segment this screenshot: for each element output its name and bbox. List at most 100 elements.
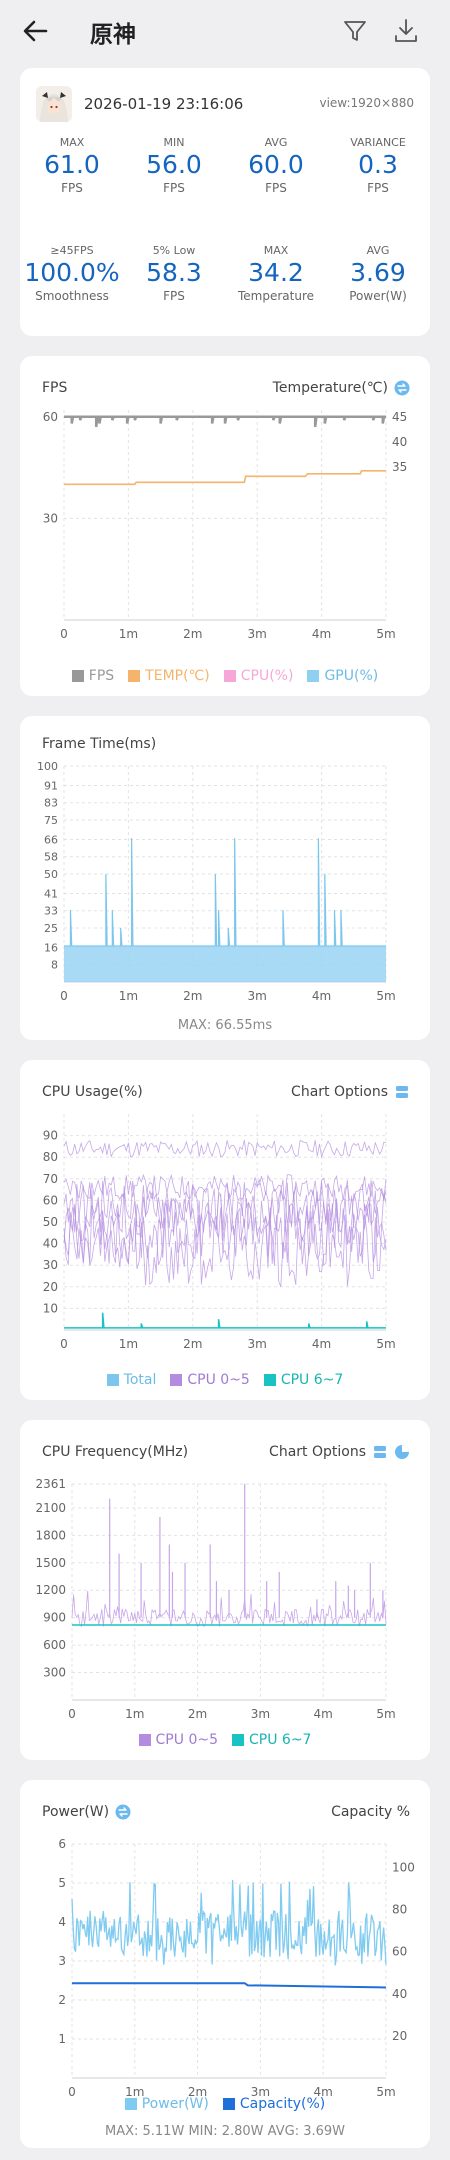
y-tick-label: 10: [43, 1301, 58, 1315]
x-tick-label: 1m: [125, 2085, 144, 2099]
filter-icon[interactable]: [342, 18, 368, 44]
y-right-tick-label: 40: [392, 1987, 407, 2001]
x-tick-label: 3m: [251, 2085, 270, 2099]
x-tick-label: 1m: [119, 1337, 138, 1351]
x-tick-label: 1m: [125, 1707, 144, 1721]
cpu-0-5-peaks: [109, 1484, 384, 1618]
fps-chart: 0 1m 2m 3m 4m 5m 60 30 45 40 35: [43, 410, 408, 641]
legend-item-fps[interactable]: FPS: [71, 668, 114, 684]
stat-label: MAX: [263, 244, 289, 257]
stat-max-temperature: MAX 34.2 Temperature: [226, 244, 326, 303]
x-tick-label: 3m: [251, 1707, 270, 1721]
power-chart: 0 1m 2m 3m 4m 5m 6 5 4 3 2 1 100 80 60 40 20: [58, 1837, 415, 2099]
legend-item-temp[interactable]: TEMP(℃): [128, 668, 210, 684]
y-tick-label: 100: [37, 760, 58, 773]
legend-item-gpu[interactable]: GPU(%): [307, 668, 378, 684]
cpu-frequency-chart-card: CPU Frequency(MHz) Chart Options 0 1m 2m 3m…: [20, 1420, 430, 1760]
layers-icon[interactable]: [394, 1084, 410, 1100]
legend-swatch: [263, 1374, 276, 1386]
y-tick-label: 83: [44, 797, 58, 810]
x-tick-label: 0: [68, 1707, 76, 1721]
stat-5pct-low: 5% Low 58.3 FPS: [124, 244, 224, 303]
legend-swatch: [71, 670, 84, 682]
legend-label: TEMP(℃): [145, 668, 210, 684]
x-tick-label: 1m: [119, 989, 138, 1003]
temperature-axis-title[interactable]: Temperature(℃): [273, 380, 410, 396]
power-chart-header[interactable]: Power(W): [42, 1804, 131, 1820]
x-tick-label: 4m: [312, 989, 331, 1003]
stat-unit: FPS: [163, 289, 185, 303]
x-tick-label: 5m: [376, 989, 395, 1003]
legend-item-power[interactable]: Power(W): [124, 2096, 209, 2112]
x-tick-label: 3m: [248, 627, 267, 641]
cpu-frequency-chart-title: CPU Frequency(MHz): [42, 1444, 189, 1460]
y-tick-label: 3: [58, 1954, 66, 1968]
y-tick-label: 2: [58, 1993, 66, 2007]
y-right-tick-label: 20: [392, 2029, 407, 2043]
pie-chart-icon[interactable]: [394, 1444, 410, 1460]
y-right-tick-label: 80: [392, 1903, 407, 1917]
fps-chart-legend: FPS TEMP(℃) CPU(%) GPU(%): [20, 668, 430, 684]
page-title: 原神: [90, 22, 136, 48]
cpu-frequency-chart: 0 1m 2m 3m 4m 5m 2361 2100 1800 1500 1200 900 600 300: [35, 1477, 395, 1721]
stat-value: 0.3: [358, 150, 398, 179]
session-stats-card: 2026-01-19 23:16:06 view:1920×880 MAX 61…: [20, 68, 430, 336]
y-tick-label: 50: [44, 868, 58, 881]
stat-label: 5% Low: [152, 244, 196, 257]
temperature-series-line: [64, 469, 386, 486]
chart-options-button[interactable]: Chart Options: [269, 1444, 410, 1460]
x-tick-label: 4m: [314, 1707, 333, 1721]
power-series-line: [71, 1879, 387, 1966]
legend-item-cpu-6-7[interactable]: CPU 6~7: [232, 1732, 311, 1748]
swap-icon[interactable]: [394, 380, 410, 396]
y-tick-label: 6: [58, 1837, 66, 1851]
stat-unit: Temperature: [237, 289, 314, 303]
legend-swatch: [223, 670, 236, 682]
y-tick-label: 66: [44, 833, 58, 846]
stat-unit: FPS: [61, 181, 83, 195]
y-tick-label: 30: [43, 1258, 58, 1272]
y-tick-label: 600: [43, 1638, 66, 1652]
legend-item-cpu[interactable]: CPU(%): [223, 668, 293, 684]
stat-label: ≥45FPS: [50, 244, 94, 257]
swap-icon[interactable]: [115, 1804, 131, 1820]
y-tick-label: 900: [43, 1611, 66, 1625]
legend-label: Capacity(%): [239, 2096, 326, 2112]
stat-label: MIN: [163, 136, 185, 149]
stat-value: 34.2: [248, 258, 304, 287]
legend-item-cpu-0-5[interactable]: CPU 0~5: [170, 1372, 250, 1388]
x-tick-label: 4m: [312, 1337, 331, 1351]
x-tick-label: 5m: [376, 627, 395, 641]
back-arrow-icon[interactable]: [20, 16, 50, 46]
power-chart-title: Power(W): [42, 1804, 110, 1820]
y-tick-label: 30: [43, 511, 58, 525]
stat-label: AVG: [264, 136, 288, 149]
capacity-series-line: [72, 1982, 387, 1989]
stat-unit: FPS: [163, 181, 185, 195]
download-icon[interactable]: [392, 17, 420, 45]
legend-item-cpu-6-7[interactable]: CPU 6~7: [263, 1372, 343, 1388]
legend-item-cpu-0-5[interactable]: CPU 0~5: [138, 1732, 218, 1748]
layers-icon[interactable]: [372, 1444, 388, 1460]
stat-max-fps: MAX 61.0 FPS: [22, 136, 122, 195]
cpu-6-7-series-line: [64, 1312, 386, 1329]
x-tick-label: 2m: [183, 1337, 202, 1351]
y-tick-label: 4: [58, 1915, 66, 1929]
x-tick-label: 0: [60, 627, 68, 641]
power-chart-card: Power(W) Capacity % 0 1m 2m 3m 4m 5m 6 5 4 3 2 1 100…: [20, 1780, 430, 2148]
cpu-usage-chart-card: CPU Usage(%) Chart Options 0 1m 2m 3m 4m 5m 90…: [20, 1060, 430, 1400]
legend-swatch: [106, 1374, 119, 1386]
session-header: 2026-01-19 23:16:06: [36, 86, 243, 122]
x-tick-label: 5m: [376, 2085, 395, 2099]
y-tick-label: 70: [43, 1172, 58, 1186]
stat-avg-fps: AVG 60.0 FPS: [226, 136, 326, 195]
y-tick-label: 90: [43, 1129, 58, 1143]
chart-options-button[interactable]: Chart Options: [291, 1084, 410, 1100]
legend-label: CPU 0~5: [155, 1732, 218, 1748]
legend-item-total[interactable]: Total: [106, 1372, 156, 1388]
stat-label: AVG: [366, 244, 390, 257]
x-tick-label: 2m: [183, 989, 202, 1003]
cpu-0-5-series-line: [63, 1211, 387, 1287]
legend-item-capacity[interactable]: Capacity(%): [222, 2096, 326, 2112]
stat-unit: FPS: [367, 181, 389, 195]
